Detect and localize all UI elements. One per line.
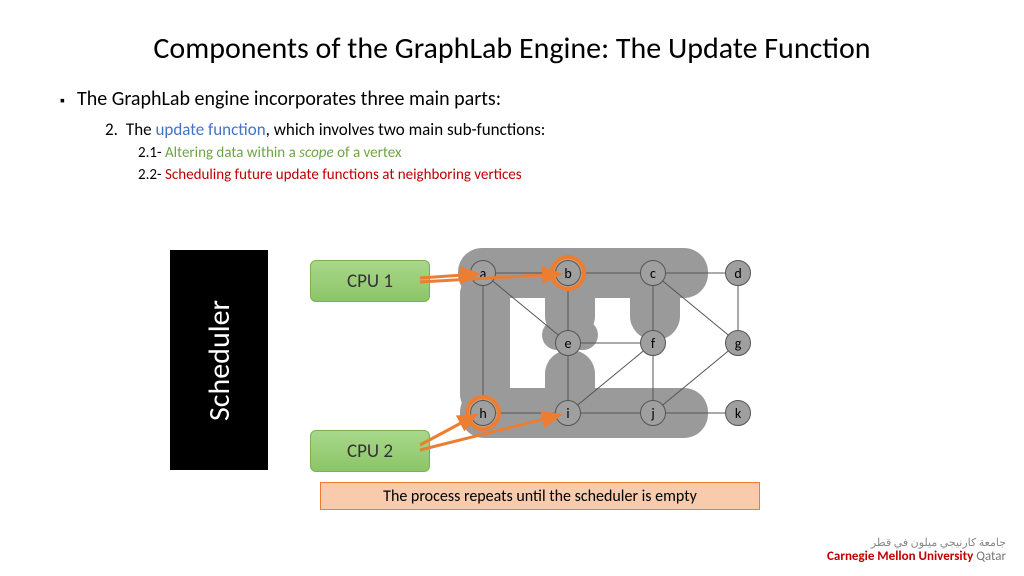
diagram-area: Scheduler abcdefghijk CPU 1CPU 2 The pro… [0, 240, 1024, 520]
sub-sub-1: 2.1- Altering data within a scope of a v… [138, 144, 1024, 162]
logo-arabic: جامعة كارنيجي ميلون في قطر [827, 537, 1006, 548]
sub-sub-1-num: 2.1- [138, 144, 165, 162]
sub-item-num: 2. [105, 119, 118, 140]
logo-suffix: Qatar [973, 549, 1006, 564]
logo-main: Carnegie Mellon University [827, 549, 973, 564]
sub-sub-1-text-b: of a vertex [334, 144, 402, 162]
sub-item-post: , which involves two main sub-functions: [266, 119, 546, 140]
slide-title: Components of the GraphLab Engine: The U… [0, 0, 1024, 67]
sub-sub-2-text: Scheduling future update functions at ne… [165, 166, 522, 184]
bullet-main: The GraphLab engine incorporates three m… [60, 87, 1024, 111]
sub-sub-1-scope: scope [299, 144, 334, 162]
sub-item: 2. The update function, which involves tw… [105, 119, 1024, 140]
sub-sub-2-num: 2.2- [138, 166, 165, 184]
sub-item-pre: The [126, 119, 156, 140]
cmu-logo: جامعة كارنيجي ميلون في قطر Carnegie Mell… [827, 537, 1006, 564]
sub-sub-2: 2.2- Scheduling future update functions … [138, 166, 1024, 184]
cpu-arrows [0, 240, 1024, 520]
sub-sub-1-text-a: Altering data within a [165, 144, 299, 162]
sub-item-highlight: update function [155, 119, 265, 140]
